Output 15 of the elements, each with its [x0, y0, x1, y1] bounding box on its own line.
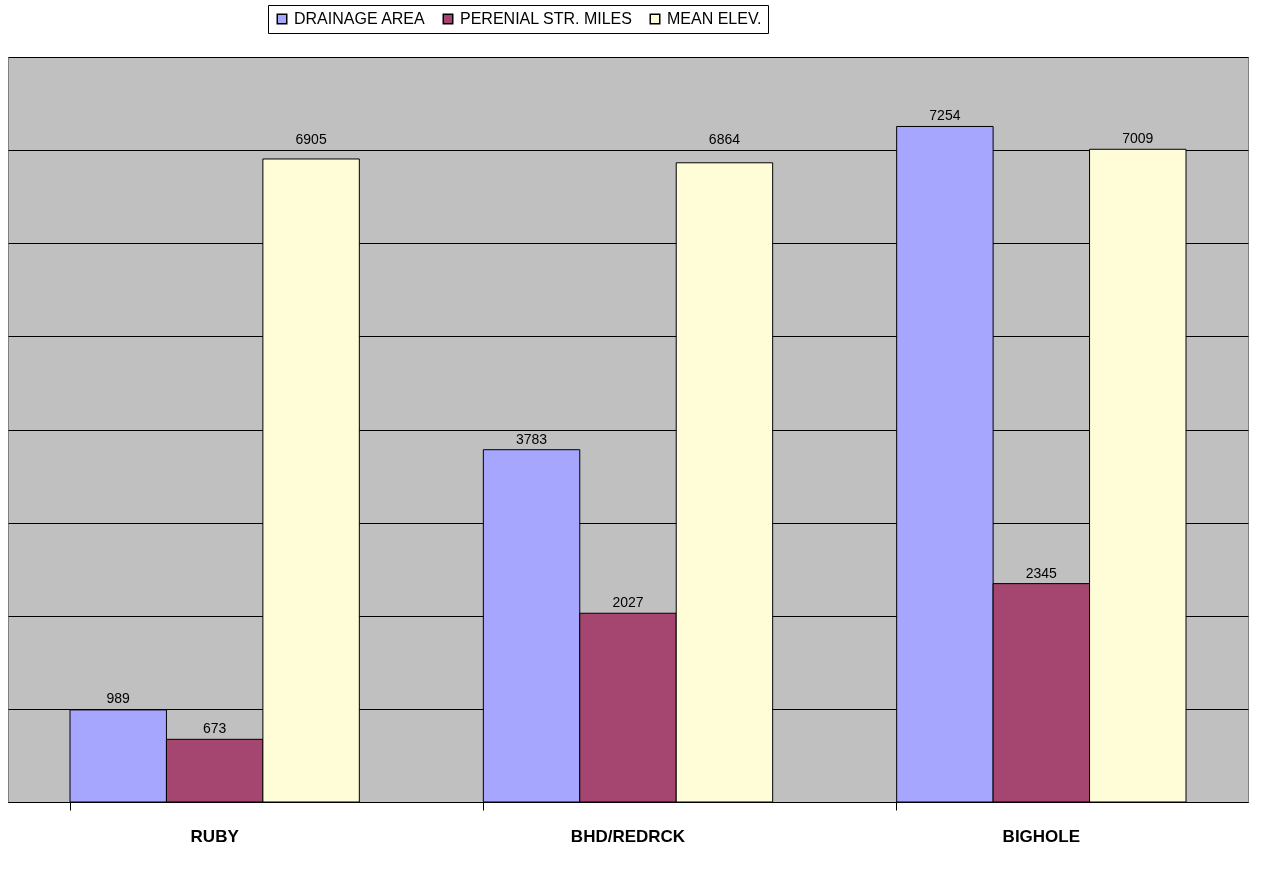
legend-label: MEAN ELEV.: [667, 10, 762, 27]
data-label: 7254: [929, 107, 961, 124]
data-label: 2027: [612, 594, 644, 611]
x-tick-label: BIGHOLE: [1002, 826, 1081, 846]
x-tick-label: BHD/REDRCK: [570, 826, 686, 846]
data-label: 6864: [708, 131, 741, 148]
data-label: 7009: [1122, 130, 1154, 147]
data-label: 673: [202, 720, 227, 737]
legend-label: PERENIAL STR. MILES: [460, 10, 632, 27]
legend-label: DRAINAGE AREA: [294, 10, 426, 27]
x-tick-label: RUBY: [190, 826, 240, 846]
data-label: 3783: [515, 430, 548, 447]
data-label: 6905: [295, 131, 327, 148]
data-label: 989: [106, 689, 131, 706]
data-label: 2345: [1025, 564, 1058, 581]
